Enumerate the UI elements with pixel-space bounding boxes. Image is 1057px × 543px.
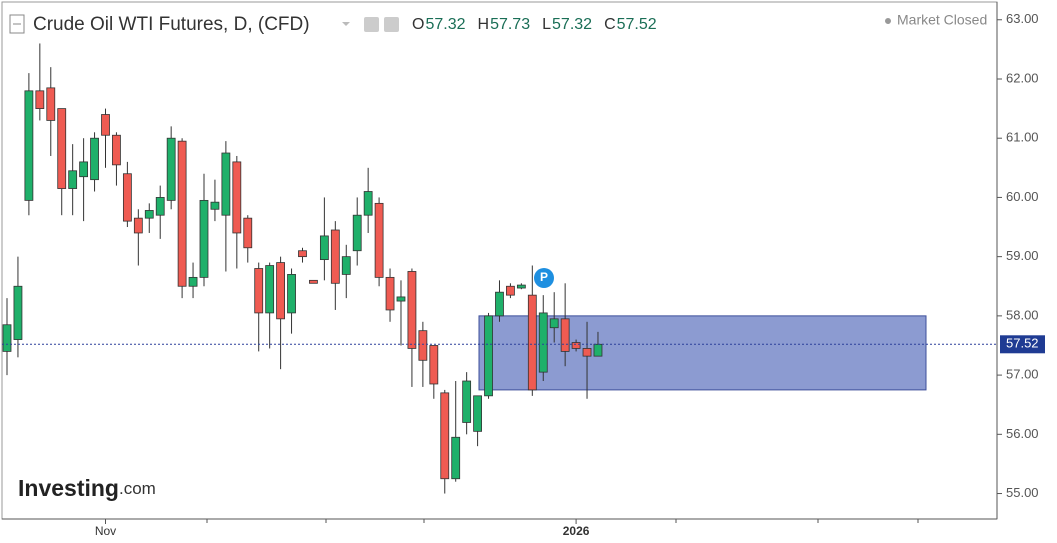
candle-body	[68, 170, 78, 189]
candle-body	[232, 161, 242, 234]
candle-body	[243, 217, 253, 249]
candle-body	[122, 173, 132, 222]
plot-frame	[1, 1, 998, 520]
candle-body	[571, 342, 581, 349]
candle-body	[101, 114, 110, 136]
candle-body	[155, 197, 165, 216]
x-tick-label: 2026	[563, 524, 590, 538]
candle-body	[582, 348, 592, 357]
chart-title: Crude Oil WTI Futures, D, (CFD)	[33, 14, 310, 35]
event-marker	[534, 268, 554, 288]
candle-body	[199, 199, 209, 278]
market-status: Market Closed	[897, 12, 987, 28]
dropdown-arrow[interactable]	[342, 22, 350, 26]
y-tick-label: 56.00	[1006, 426, 1039, 441]
ohlc-header: O57.32 H57.73 L57.32 C57.52	[412, 16, 657, 33]
candle-body	[2, 324, 12, 352]
zone	[478, 315, 927, 391]
candle-body	[24, 90, 34, 201]
ohlc-value: 57.52	[617, 16, 657, 33]
candle-body	[560, 318, 570, 352]
candle-body	[79, 161, 89, 178]
candle-body	[221, 152, 231, 216]
ohlc-label: H	[478, 16, 490, 33]
candle-body	[112, 134, 121, 166]
candle-body	[57, 108, 67, 189]
candle-body	[254, 268, 264, 314]
candle-body	[527, 294, 537, 391]
candle-body	[177, 140, 187, 287]
candle-body	[538, 312, 548, 373]
candle-body	[330, 229, 340, 284]
x-tick-label: Nov	[95, 524, 116, 538]
candle-body	[462, 380, 472, 423]
ohlc-value: 57.32	[425, 16, 465, 33]
brand-logo: Investing.com	[18, 475, 156, 501]
y-tick-label: 63.00	[1006, 11, 1039, 26]
eye-icon[interactable]	[364, 17, 379, 32]
candle-body	[506, 285, 515, 296]
ohlc-value: 57.32	[552, 16, 592, 33]
y-tick-label: 62.00	[1006, 70, 1039, 85]
candle-body	[451, 436, 461, 480]
candle-body	[549, 318, 559, 329]
candle-body	[188, 276, 198, 287]
ohlc-label: L	[542, 16, 551, 33]
candle-body	[385, 276, 395, 311]
candle-body	[407, 271, 417, 349]
brand-name: Investing	[18, 475, 119, 501]
candle-body	[144, 210, 154, 219]
ohlc-value: 57.73	[490, 16, 530, 33]
y-tick-label: 57.00	[1006, 367, 1039, 382]
candle-body	[341, 256, 351, 275]
y-tick-label: 55.00	[1006, 485, 1039, 500]
candle-body	[90, 137, 99, 181]
ohlc-label: C	[604, 16, 616, 33]
candle-body	[363, 191, 373, 216]
y-tick-label: 61.00	[1006, 130, 1039, 145]
candle-body	[298, 250, 307, 258]
last-price-label: 57.52	[1006, 336, 1039, 351]
candle-body	[13, 285, 23, 340]
settings-icon[interactable]	[384, 17, 399, 32]
candle-body	[287, 274, 296, 314]
status-dot	[885, 18, 891, 24]
candle-body	[484, 315, 493, 397]
y-tick-label: 60.00	[1006, 189, 1039, 204]
candle-body	[309, 279, 318, 284]
candle-body	[319, 235, 329, 261]
candle-body	[352, 214, 362, 252]
candle-body	[166, 137, 176, 201]
candle-body	[265, 265, 275, 314]
candle-body	[276, 262, 286, 320]
last-price-box	[1000, 335, 1045, 354]
candle-body	[210, 201, 220, 210]
candle-body	[396, 296, 406, 302]
candle-body	[374, 202, 384, 278]
candle-body	[495, 291, 504, 317]
candle-body	[473, 395, 482, 432]
candle-body	[516, 284, 526, 289]
candle-body	[418, 330, 428, 361]
event-marker-label: P	[540, 270, 548, 284]
y-tick-label: 59.00	[1006, 248, 1039, 263]
y-tick-label: 58.00	[1006, 307, 1039, 322]
candle-body	[429, 345, 439, 385]
ohlc-label: O	[412, 16, 424, 33]
candle-body	[593, 343, 603, 357]
candle-body	[35, 90, 45, 109]
candle-body	[440, 392, 450, 480]
brand-suffix: .com	[119, 479, 156, 498]
candle-body	[133, 217, 143, 234]
candle-body	[46, 87, 56, 121]
